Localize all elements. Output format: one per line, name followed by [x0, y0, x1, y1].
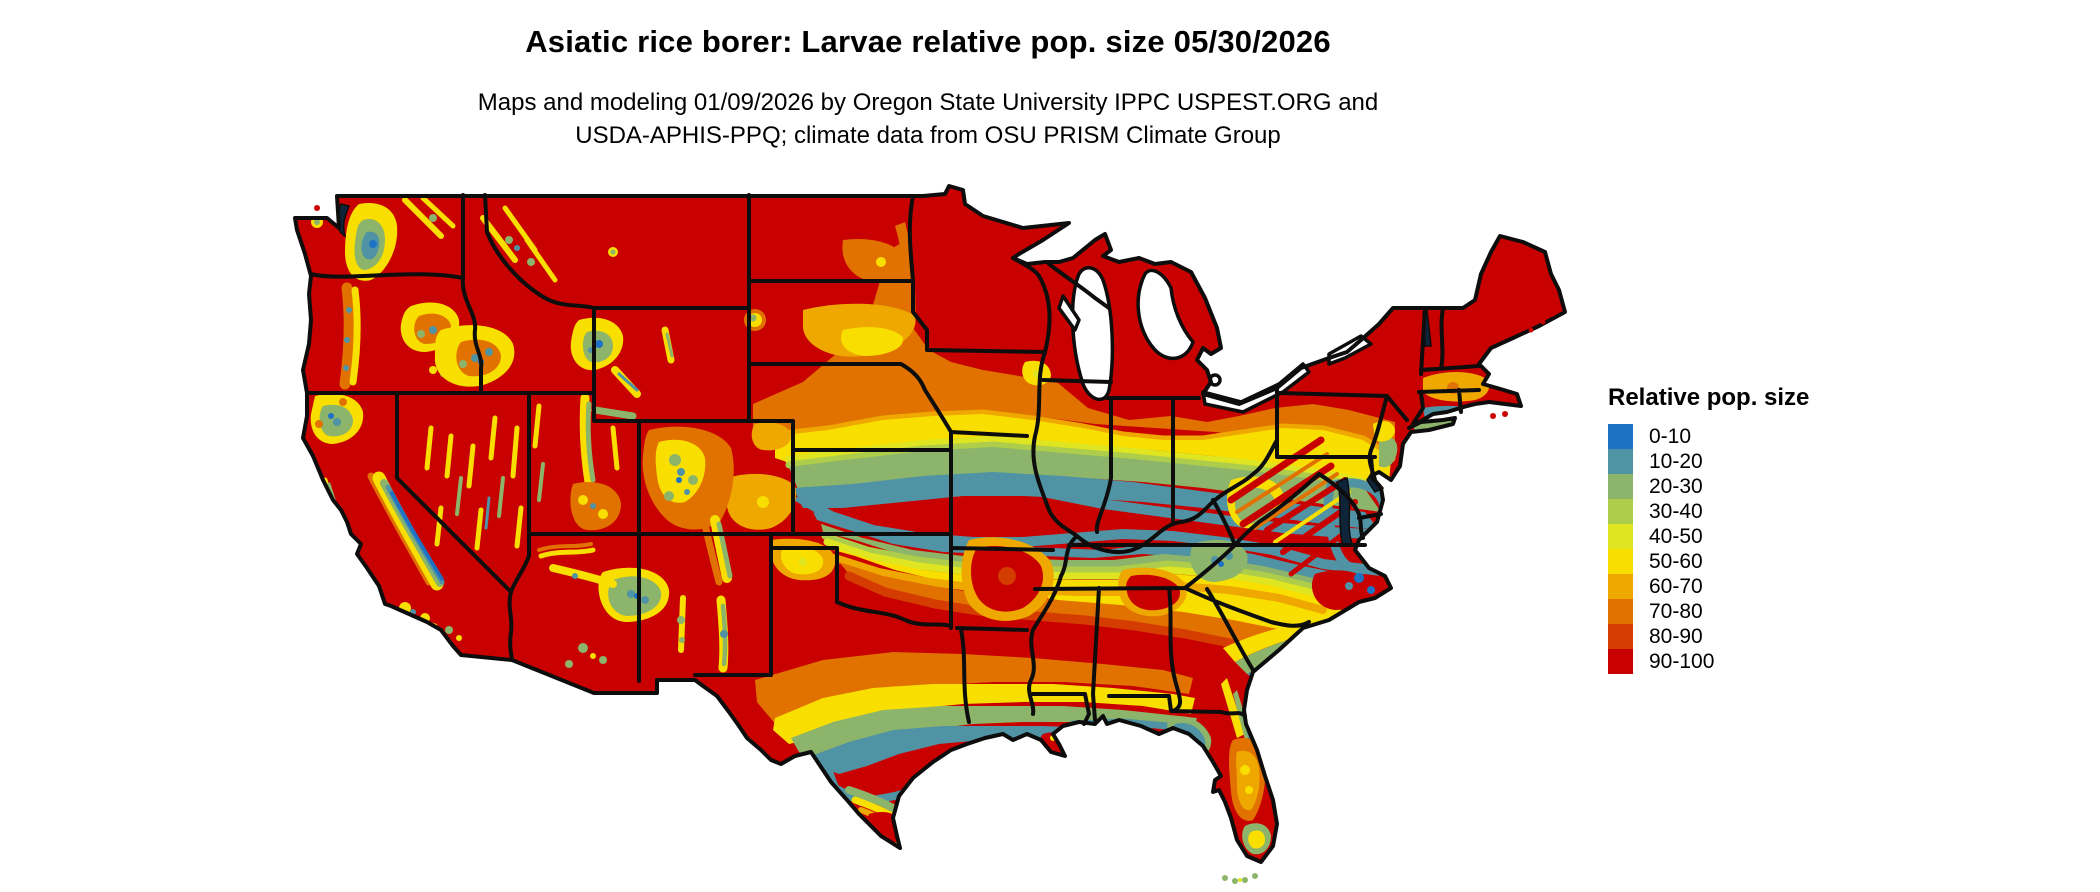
ozarks-red-patch — [961, 537, 1054, 621]
legend-color-swatch — [1608, 599, 1633, 624]
legend-item: 30-40 — [1608, 499, 1828, 524]
nevada-ranges — [424, 403, 542, 551]
coastal-islands — [314, 205, 1556, 884]
south-bands — [813, 512, 1349, 659]
us-outline — [293, 184, 1567, 864]
legend-item-label: 10-20 — [1649, 450, 1703, 473]
green-bay — [1057, 294, 1081, 332]
us-map — [293, 184, 1567, 884]
legend-item-label: 30-40 — [1649, 500, 1703, 523]
page-subtitle: Maps and modeling 01/09/2026 by Oregon S… — [283, 86, 1573, 152]
legend-color-swatch — [1608, 649, 1633, 674]
legend-item-label: 60-70 — [1649, 575, 1703, 598]
legend-item: 40-50 — [1608, 524, 1828, 549]
subtitle-line-2: USDA-APHIS-PPQ; climate data from OSU PR… — [575, 122, 1281, 149]
legend-item-label: 0-10 — [1649, 425, 1692, 448]
legend-item-label: 20-30 — [1649, 475, 1703, 498]
legend-color-swatch — [1608, 474, 1633, 499]
western-mountains — [310, 195, 734, 673]
legend-item: 80-90 — [1608, 624, 1828, 649]
legend-item: 60-70 — [1608, 574, 1828, 599]
legend-item: 90-100 — [1608, 649, 1828, 674]
gulf-coast-bands — [755, 652, 1212, 854]
legend-items: 0-10 10-20 20-30 30-40 40-50 50-60 60-70 70-80 8… — [1608, 424, 1828, 674]
state-borders — [305, 193, 1481, 726]
legend-color-swatch — [1608, 549, 1633, 574]
legend-item-label: 40-50 — [1649, 525, 1703, 548]
legend: Relative pop. size 0-10 10-20 20-30 30-40 40… — [1608, 384, 1828, 674]
legend-item: 10-20 — [1608, 449, 1828, 474]
legend-color-swatch — [1608, 524, 1633, 549]
legend-item-label: 50-60 — [1649, 550, 1703, 573]
page-title: Asiatic rice borer: Larvae relative pop.… — [525, 24, 1331, 59]
legend-item: 20-30 — [1608, 474, 1828, 499]
legend-color-swatch — [1608, 424, 1633, 449]
legend-color-swatch — [1608, 574, 1633, 599]
legend-title: Relative pop. size — [1608, 384, 1810, 411]
plains-patches — [727, 222, 1051, 581]
legend-item: 50-60 — [1608, 549, 1828, 574]
lake-huron — [1136, 268, 1195, 361]
legend-color-swatch — [1608, 449, 1633, 474]
legend-item-label: 90-100 — [1649, 650, 1715, 673]
legend-item: 70-80 — [1608, 599, 1828, 624]
legend-color-swatch — [1608, 624, 1633, 649]
florida-patches — [1229, 738, 1271, 855]
legend-item: 0-10 — [1608, 424, 1828, 449]
legend-item-label: 70-80 — [1649, 600, 1703, 623]
legend-color-swatch — [1608, 499, 1633, 524]
map-area — [283, 178, 1573, 890]
subtitle-line-1: Maps and modeling 01/09/2026 by Oregon S… — [477, 89, 1379, 116]
legend-item-label: 80-90 — [1649, 625, 1703, 648]
lake-michigan — [1070, 266, 1115, 402]
